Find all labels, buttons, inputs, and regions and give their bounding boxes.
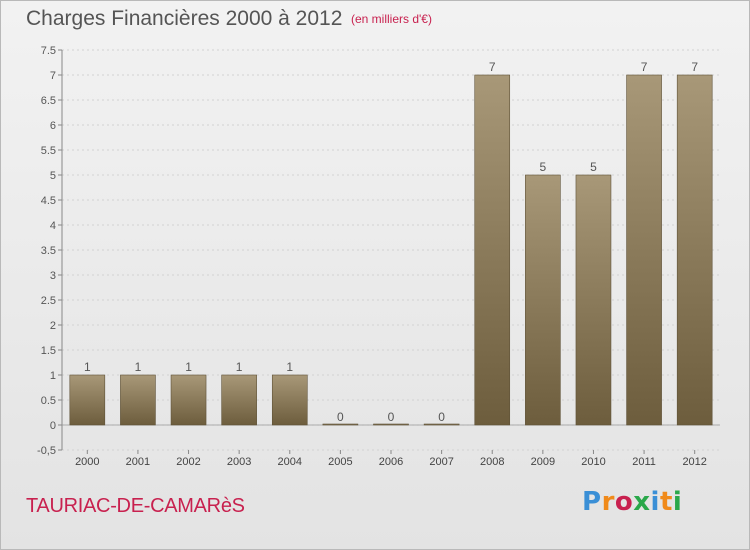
chart-title: Charges Financières 2000 à 2012 (26, 7, 343, 30)
value-label-2011: 7 (641, 60, 648, 74)
x-tick-label-2005: 2005 (328, 456, 352, 468)
value-label-2009: 5 (540, 160, 547, 174)
x-tick-label-2011: 2011 (632, 456, 656, 468)
grid-lines (62, 49, 720, 451)
bar-2001 (120, 374, 156, 426)
bar-2011 (626, 74, 662, 426)
y-tick-label: 5.5 (41, 145, 56, 157)
value-label-2003: 1 (236, 360, 243, 374)
y-tick-label: 4.5 (41, 195, 56, 207)
x-tick-label-2012: 2012 (682, 456, 706, 468)
x-tick-label-2006: 2006 (379, 456, 403, 468)
bar-2005 (322, 423, 359, 426)
y-tick-label: 2 (50, 320, 56, 332)
y-tick-label: 7.5 (41, 45, 56, 57)
place-name: TAURIAC-DE-CAMARèS (26, 495, 245, 517)
axes: -0,5 0 0.5 1 1.5 2 2.5 3 3.5 4 4.5 5 5.5 6 6.5 7 7.5 2000… (37, 45, 720, 468)
value-label-2008: 7 (489, 60, 496, 74)
bars (69, 74, 713, 426)
logo-letter: x (633, 487, 651, 517)
value-label-2010: 5 (590, 160, 597, 174)
value-label-2001: 1 (135, 360, 142, 374)
x-tick-label-2002: 2002 (176, 456, 200, 468)
bar-2002 (170, 374, 207, 426)
x-tick-label-2004: 2004 (278, 456, 302, 468)
logo-letter: t (659, 487, 673, 517)
chart-subtitle: (en milliers d'€) (351, 12, 432, 26)
bar-2006 (373, 423, 409, 426)
bar-2004 (271, 374, 308, 426)
proxiti-logo[interactable]: Proxiti (582, 487, 682, 517)
x-tick-label-2001: 2001 (126, 456, 150, 468)
value-label-2012: 7 (691, 60, 698, 74)
y-tick-label: 0 (50, 420, 56, 432)
x-tick-label-2009: 2009 (531, 456, 555, 468)
bar-2008 (474, 74, 511, 426)
y-tick-label: 3 (50, 270, 56, 282)
y-tick-label: 1.5 (41, 345, 56, 357)
x-tick-label-2008: 2008 (480, 456, 504, 468)
y-tick-label: 1 (50, 370, 56, 382)
y-tick-label: 6.5 (41, 95, 56, 107)
bar-2009 (525, 174, 561, 426)
value-label-2006: 0 (388, 410, 395, 424)
y-tick-label: 3.5 (41, 245, 56, 257)
value-label-2002: 1 (185, 360, 192, 374)
y-tick-label: 5 (50, 170, 56, 182)
logo-letter: i (650, 487, 660, 517)
value-label-2000: 1 (84, 360, 91, 374)
logo-letter: r (601, 487, 615, 517)
bar-2000 (69, 374, 106, 426)
bar-2003 (221, 374, 257, 426)
bar-2007 (423, 423, 460, 426)
bar-2010 (575, 174, 612, 426)
x-tick-label-2000: 2000 (75, 456, 99, 468)
logo-letter: P (582, 487, 602, 517)
x-tick-label-2010: 2010 (581, 456, 605, 468)
x-tick-label-2007: 2007 (429, 456, 453, 468)
value-label-2005: 0 (337, 410, 344, 424)
y-tick-label: 2.5 (41, 295, 56, 307)
logo-letter: i (672, 487, 683, 517)
y-tick-label: -0,5 (37, 445, 56, 457)
value-label-2007: 0 (438, 410, 445, 424)
y-tick-label: 4 (50, 220, 56, 232)
x-tick-label-2003: 2003 (227, 456, 251, 468)
y-tick-label: 0.5 (41, 395, 56, 407)
y-tick-label: 7 (50, 70, 56, 82)
y-tick-label: 6 (50, 120, 56, 132)
labels: 1 1 1 1 1 0 0 0 7 5 5 7 7 (84, 60, 698, 424)
value-label-2004: 1 (286, 360, 293, 374)
logo-letter: o (614, 487, 634, 517)
bar-2012 (676, 74, 713, 426)
